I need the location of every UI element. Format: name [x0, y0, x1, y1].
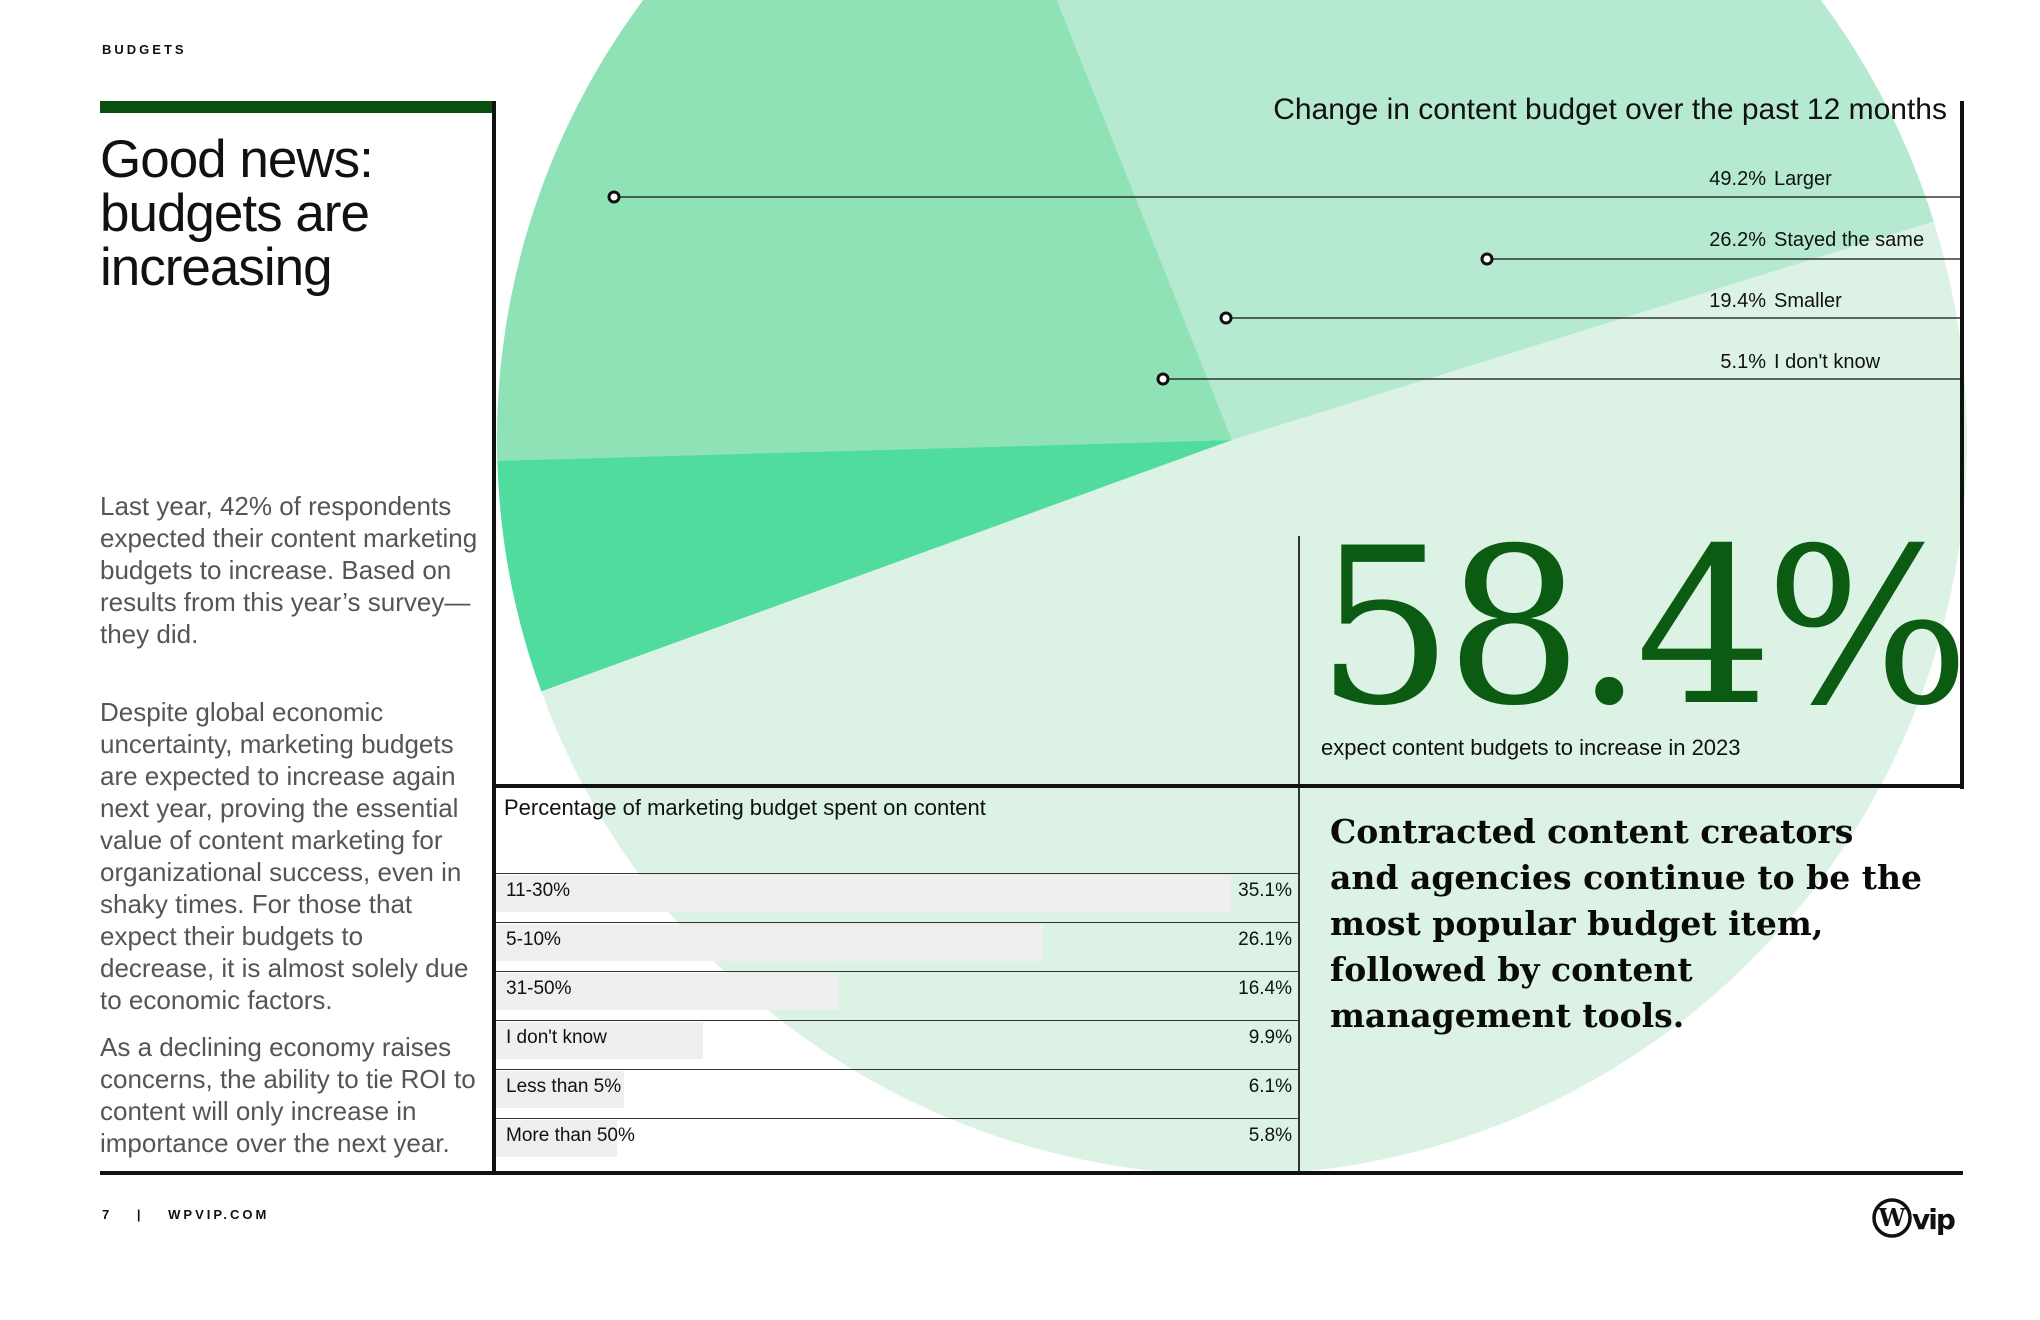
body-paragraph-3: As a declining economy raises concerns, … — [100, 1032, 476, 1158]
big-stat-caption: expect content budgets to increase in 20… — [1321, 735, 1741, 760]
leader-dot-larger — [607, 190, 621, 204]
bar-value: 26.1% — [1238, 929, 1292, 950]
leader-dot-same — [1480, 252, 1494, 266]
bar-row: 31-50% 16.4% — [496, 971, 1298, 1021]
bottom-rule — [100, 1171, 1963, 1175]
bar-value: 6.1% — [1248, 1076, 1292, 1097]
bar-value: 35.1% — [1238, 880, 1292, 901]
footer-site: WPVIP.COM — [168, 1207, 270, 1222]
page-title: Good news: budgets are increasing — [100, 130, 374, 297]
callout-quote: Contracted content creators and agencies… — [1330, 812, 1922, 1035]
bar-value: 9.9% — [1248, 1027, 1292, 1048]
bar-label: 11-30% — [506, 880, 571, 901]
bar-row: 5-10% 26.1% — [496, 922, 1298, 972]
bar-fill — [496, 1071, 624, 1108]
bar-fill — [496, 875, 1231, 912]
body-paragraph-2: Despite global economic uncertainty, mar… — [100, 697, 469, 1015]
chart-separator-line — [496, 784, 1964, 788]
pie-slice-smaller — [497, 0, 1232, 461]
section-label: BUDGETS — [102, 42, 187, 57]
bar-fill — [496, 1120, 618, 1157]
footer: 7 | WPVIP.COM — [102, 1207, 269, 1222]
logo-wordmark: vip — [1912, 1203, 1955, 1236]
bar-row: Less than 5% 6.1% — [496, 1069, 1298, 1119]
legend-label-dont-know: I don't know — [1774, 351, 1881, 373]
page-number: 7 — [102, 1207, 113, 1222]
bar-row: 11-30% 35.1% — [496, 873, 1298, 923]
bar-fill — [496, 924, 1043, 961]
bar-row: More than 50% 5.8% — [496, 1118, 1298, 1168]
title-accent-bar — [100, 101, 492, 113]
bar-row: I don't know 9.9% — [496, 1020, 1298, 1070]
leader-dot-dont-know — [1156, 372, 1170, 386]
stat-divider — [1298, 536, 1300, 1172]
footer-separator: | — [136, 1207, 144, 1222]
column-divider — [492, 101, 496, 1174]
big-stat-value: 58.4% — [1316, 502, 1970, 753]
legend-value-dont-know: 5.1% — [1720, 351, 1766, 373]
legend-label-smaller: Smaller — [1774, 290, 1842, 312]
legend-value-same: 26.2% — [1709, 229, 1766, 251]
bar-fill — [496, 1022, 704, 1059]
svg-text:W: W — [1878, 1203, 1907, 1232]
bar-label: Less than 5% — [506, 1076, 622, 1097]
right-frame-line — [1960, 101, 1964, 789]
leader-dot-smaller — [1219, 311, 1233, 325]
wordpress-vip-logo: W vip — [1872, 1198, 1957, 1238]
legend-label-same: Stayed the same — [1774, 229, 1925, 251]
bar-label: I don't know — [506, 1027, 607, 1048]
pie-chart-title: Change in content budget over the past 1… — [1273, 93, 1947, 126]
legend-value-smaller: 19.4% — [1709, 290, 1766, 312]
bar-value: 16.4% — [1238, 978, 1292, 999]
bar-label: 5-10% — [506, 929, 561, 950]
bar-fill — [496, 973, 840, 1010]
legend-value-larger: 49.2% — [1709, 168, 1766, 190]
bar-label: More than 50% — [506, 1125, 635, 1146]
bar-chart-title: Percentage of marketing budget spent on … — [504, 795, 986, 820]
body-paragraph-1: Last year, 42% of respondents expected t… — [100, 491, 478, 649]
bar-value: 5.8% — [1248, 1125, 1292, 1146]
pie-slice-same — [1056, 0, 1934, 440]
legend-label-larger: Larger — [1774, 168, 1832, 190]
bar-label: 31-50% — [506, 978, 572, 999]
pie-slice-dont-know — [497, 440, 1232, 692]
